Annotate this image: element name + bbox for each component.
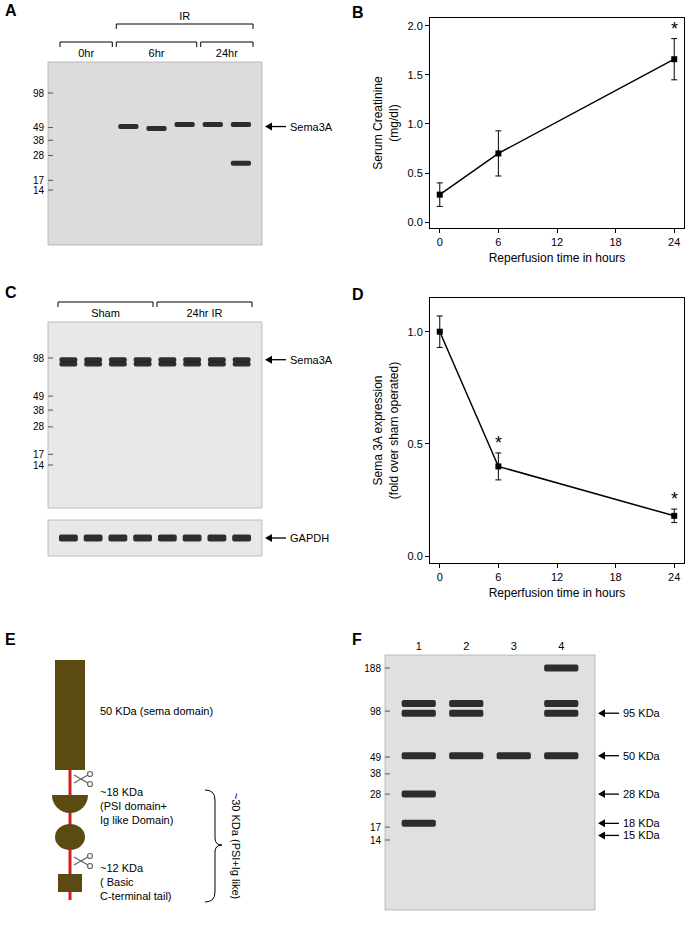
svg-text:Ig like Domain): Ig like Domain) bbox=[100, 814, 173, 826]
svg-text:Sema 3A expression(fold over s: Sema 3A expression(fold over sham operat… bbox=[371, 362, 401, 499]
svg-text:~18 KDa: ~18 KDa bbox=[100, 786, 144, 798]
svg-text:14: 14 bbox=[370, 835, 382, 846]
svg-text:0hr: 0hr bbox=[78, 47, 94, 59]
svg-text:GAPDH: GAPDH bbox=[290, 532, 329, 544]
svg-text:17: 17 bbox=[33, 449, 45, 460]
svg-text:(PSI domain+: (PSI domain+ bbox=[100, 800, 167, 812]
svg-text:24hr: 24hr bbox=[216, 47, 238, 59]
svg-text:28 KDa: 28 KDa bbox=[623, 788, 661, 800]
svg-text:~12 KDa: ~12 KDa bbox=[100, 862, 144, 874]
svg-text:C: C bbox=[5, 284, 17, 301]
svg-text:~30 KDa (PSI+Ig like): ~30 KDa (PSI+Ig like) bbox=[230, 793, 242, 899]
svg-text:*: * bbox=[671, 489, 678, 509]
svg-text:98: 98 bbox=[33, 88, 45, 99]
svg-text:0.5: 0.5 bbox=[408, 167, 423, 179]
svg-text:14: 14 bbox=[33, 460, 45, 471]
svg-text:14: 14 bbox=[33, 185, 45, 196]
svg-text:Sema3A: Sema3A bbox=[290, 354, 333, 366]
svg-text:Sema3A: Sema3A bbox=[290, 121, 333, 133]
svg-text:A: A bbox=[5, 2, 17, 19]
svg-text:18 KDa: 18 KDa bbox=[623, 817, 661, 829]
svg-text:1: 1 bbox=[416, 640, 422, 652]
svg-text:Reperfusion time in hours: Reperfusion time in hours bbox=[489, 586, 626, 600]
svg-text:( Basic: ( Basic bbox=[100, 876, 134, 888]
svg-text:18: 18 bbox=[609, 571, 621, 583]
svg-text:2: 2 bbox=[463, 640, 469, 652]
svg-text:28: 28 bbox=[33, 421, 45, 432]
svg-text:0.5: 0.5 bbox=[408, 438, 423, 450]
svg-text:E: E bbox=[5, 631, 16, 648]
svg-text:1.5: 1.5 bbox=[408, 69, 423, 81]
svg-text:Sham: Sham bbox=[91, 307, 120, 319]
svg-text:Serum Creatinine(mg/dl): Serum Creatinine(mg/dl) bbox=[371, 76, 401, 170]
svg-text:28: 28 bbox=[370, 789, 382, 800]
svg-text:0.0: 0.0 bbox=[408, 550, 423, 562]
svg-text:B: B bbox=[352, 4, 364, 21]
svg-text:50 KDa (sema domain): 50 KDa (sema domain) bbox=[100, 705, 213, 717]
svg-text:38: 38 bbox=[33, 405, 45, 416]
svg-text:*: * bbox=[671, 19, 678, 39]
svg-text:50 KDa: 50 KDa bbox=[623, 750, 661, 762]
svg-text:0: 0 bbox=[437, 236, 443, 248]
svg-text:Reperfusion time in hours: Reperfusion time in hours bbox=[489, 251, 626, 265]
svg-text:12: 12 bbox=[551, 571, 563, 583]
svg-text:D: D bbox=[352, 286, 364, 303]
svg-text:IR: IR bbox=[179, 10, 190, 22]
svg-text:3: 3 bbox=[511, 640, 517, 652]
svg-text:6: 6 bbox=[495, 571, 501, 583]
svg-text:28: 28 bbox=[33, 150, 45, 161]
svg-text:6: 6 bbox=[495, 236, 501, 248]
svg-text:15 KDa: 15 KDa bbox=[623, 829, 661, 841]
svg-text:49: 49 bbox=[370, 752, 382, 763]
svg-text:98: 98 bbox=[33, 353, 45, 364]
svg-text:18: 18 bbox=[609, 236, 621, 248]
svg-text:17: 17 bbox=[32, 174, 44, 186]
svg-text:C-terminal tail): C-terminal tail) bbox=[100, 890, 172, 902]
svg-text:12: 12 bbox=[551, 236, 563, 248]
svg-text:F: F bbox=[352, 631, 362, 648]
svg-text:24hr IR: 24hr IR bbox=[186, 307, 222, 319]
svg-text:6hr: 6hr bbox=[149, 47, 165, 59]
svg-text:17: 17 bbox=[370, 822, 382, 833]
svg-text:2.0: 2.0 bbox=[408, 20, 423, 32]
svg-text:95 KDa: 95 KDa bbox=[623, 707, 661, 719]
svg-text:38: 38 bbox=[370, 768, 382, 779]
svg-text:24: 24 bbox=[668, 236, 680, 248]
svg-text:38: 38 bbox=[33, 135, 45, 146]
svg-text:*: * bbox=[495, 433, 502, 453]
svg-text:188: 188 bbox=[364, 663, 381, 674]
svg-text:1.0: 1.0 bbox=[408, 118, 423, 130]
svg-text:24: 24 bbox=[668, 571, 680, 583]
svg-text:98: 98 bbox=[370, 706, 382, 717]
svg-text:49: 49 bbox=[33, 391, 45, 402]
svg-text:0: 0 bbox=[437, 571, 443, 583]
svg-text:1.0: 1.0 bbox=[408, 326, 423, 338]
svg-text:4: 4 bbox=[558, 640, 564, 652]
svg-text:49: 49 bbox=[33, 122, 45, 133]
svg-text:0.0: 0.0 bbox=[408, 216, 423, 228]
